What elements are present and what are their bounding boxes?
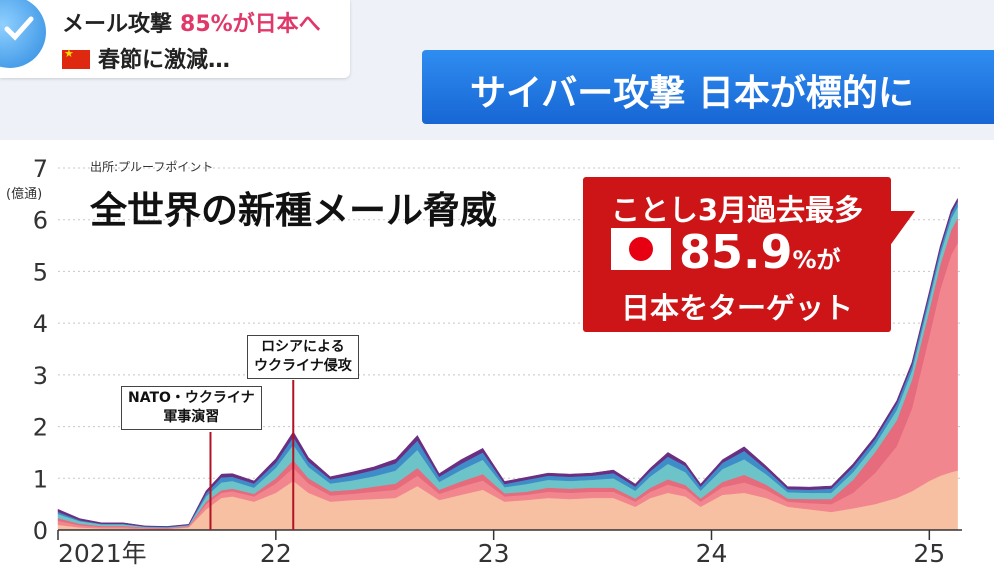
japan-flag-icon xyxy=(611,228,671,270)
annotation-invasion: ロシアによる ウクライナ侵攻 xyxy=(247,335,359,379)
series-area-5 xyxy=(57,198,958,528)
annotation-nato-line1: NATO・ウクライナ xyxy=(128,390,255,406)
annotation-nato-line2: 軍事演習 xyxy=(163,409,220,425)
callout-line3: 日本をターゲット xyxy=(620,291,853,325)
y-tick-label: 4 xyxy=(33,310,48,338)
news-headline: メール攻撃 85%が日本へ 春節に激減… xyxy=(0,0,350,78)
channel-logo xyxy=(0,0,46,68)
callout-percent: 85.9 xyxy=(679,225,793,279)
headline-line1-b: 85%が日本へ xyxy=(180,12,321,37)
chart-title: 全世界の新種メール脅威 xyxy=(90,189,497,232)
y-tick-label: 6 xyxy=(33,207,48,235)
y-tick-label: 5 xyxy=(33,258,48,286)
x-tick-label: 2021年 xyxy=(58,539,147,568)
y-tick-label: 0 xyxy=(33,517,48,545)
y-tick-label: 7 xyxy=(33,155,48,183)
headline-line1-a: メール攻撃 xyxy=(62,12,173,37)
callout-line2: 85.9%が xyxy=(611,225,841,279)
topic-banner-text: サイバー攻撃 日本が標的に xyxy=(470,73,914,114)
y-tick-label: 3 xyxy=(33,362,48,390)
x-tick-label: 24 xyxy=(696,539,728,568)
x-tick-label: 22 xyxy=(260,539,292,568)
annotation-nato: NATO・ウクライナ 軍事演習 xyxy=(121,386,262,430)
y-axis-unit: (億通) xyxy=(6,187,43,202)
chart-source: 出所:プルーフポイント xyxy=(90,160,214,174)
annotation-invasion-line1: ロシアによる xyxy=(261,339,345,355)
annotation-invasion-line2: ウクライナ侵攻 xyxy=(254,358,352,374)
headline-line1: メール攻撃 85%が日本へ xyxy=(62,6,321,38)
callout-line1: ことし3月過去最多 xyxy=(610,193,864,227)
x-tick-label: 25 xyxy=(913,539,945,568)
china-flag-icon xyxy=(62,47,90,69)
check-icon xyxy=(4,16,34,41)
headline-line2: 春節に激減… xyxy=(62,42,230,74)
topic-banner: サイバー攻撃 日本が標的に xyxy=(422,50,994,124)
y-tick-label: 2 xyxy=(33,414,48,442)
x-tick-label: 23 xyxy=(478,539,510,568)
headline-line2-text: 春節に激減… xyxy=(98,48,231,73)
callout-box: ことし3月過去最多 85.9%が 日本をターゲット xyxy=(583,177,915,332)
y-tick-label: 1 xyxy=(33,465,48,493)
callout-percent-suffix: %が xyxy=(792,246,841,274)
